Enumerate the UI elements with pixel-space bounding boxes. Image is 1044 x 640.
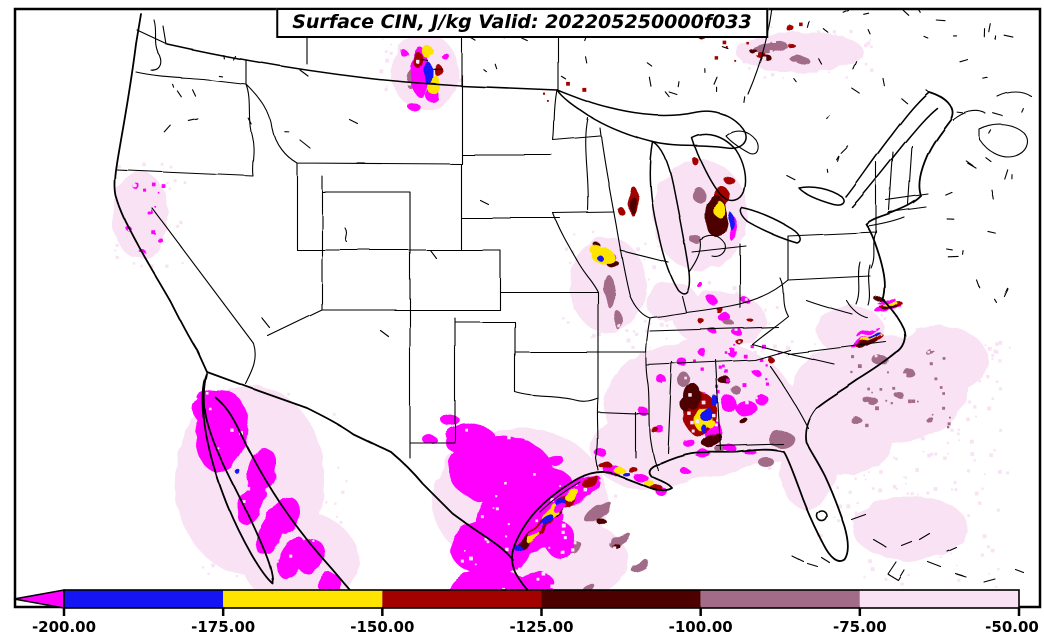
colorbar-segment bbox=[700, 590, 860, 608]
us-canada-border bbox=[166, 43, 558, 91]
colorbar-tick-label: -75.00 bbox=[833, 618, 887, 636]
colorbar-segment bbox=[64, 590, 224, 608]
mississippi-river bbox=[599, 127, 659, 471]
michigan-thumb bbox=[688, 235, 726, 273]
florida-keys bbox=[791, 555, 831, 568]
colorbar-tick-label: -200.00 bbox=[32, 618, 96, 636]
cin-shading-layer bbox=[112, 25, 988, 607]
colorbar-tick-label: -125.00 bbox=[509, 618, 573, 636]
colorbar-segment bbox=[541, 590, 701, 608]
lake-superior bbox=[556, 89, 747, 150]
state-borders-plains bbox=[409, 89, 649, 471]
state-borders-west bbox=[116, 59, 501, 459]
colorbar-tick-label: -150.00 bbox=[350, 618, 414, 636]
western-rivers bbox=[261, 69, 489, 337]
baja-california bbox=[202, 373, 274, 584]
puget-sound bbox=[136, 19, 168, 71]
lake-huron bbox=[691, 133, 747, 202]
mexico-border-rio-grande bbox=[206, 371, 514, 561]
colorbar-tick-label: -100.00 bbox=[669, 618, 733, 636]
state-borders-midwest bbox=[585, 117, 789, 319]
cin-speckle-layer bbox=[114, 22, 1011, 593]
long-island bbox=[867, 216, 905, 227]
chesapeake-bay bbox=[845, 261, 871, 319]
georgian-bay bbox=[725, 130, 759, 155]
colorbar-underflow-arrow bbox=[13, 589, 65, 609]
nova-scotia-new-brunswick bbox=[952, 90, 1032, 158]
geography-layer bbox=[114, 9, 1032, 607]
map-title-text: Surface CIN, J/kg Valid: 202205250000f03… bbox=[292, 11, 752, 33]
lake-erie bbox=[740, 207, 801, 244]
colorbar-segment bbox=[223, 590, 383, 608]
lake-ontario bbox=[798, 186, 845, 206]
colorbar-segment bbox=[859, 590, 1019, 608]
pacific-coastline bbox=[114, 13, 208, 373]
map-title: Surface CIN, J/kg Valid: 202205250000f03… bbox=[276, 8, 768, 38]
texas-barrier-islands bbox=[539, 481, 581, 513]
colorbar-tick-label: -50.00 bbox=[985, 618, 1039, 636]
st-lawrence-river bbox=[845, 91, 938, 208]
lake-michigan bbox=[649, 141, 691, 295]
state-borders-south bbox=[634, 326, 887, 458]
lake-okeechobee bbox=[816, 510, 828, 522]
colorbar-tick-label: -175.00 bbox=[191, 618, 255, 636]
colorbar-segment bbox=[382, 590, 542, 608]
atlantic-gulf-coastline bbox=[511, 91, 954, 607]
state-borders-east bbox=[751, 145, 929, 345]
colorbar: -200.00 -175.00 -150.00 -125.00 -100.00 -75.0… bbox=[13, 589, 1039, 636]
gulf-of-california-mainland-coast bbox=[215, 397, 361, 603]
